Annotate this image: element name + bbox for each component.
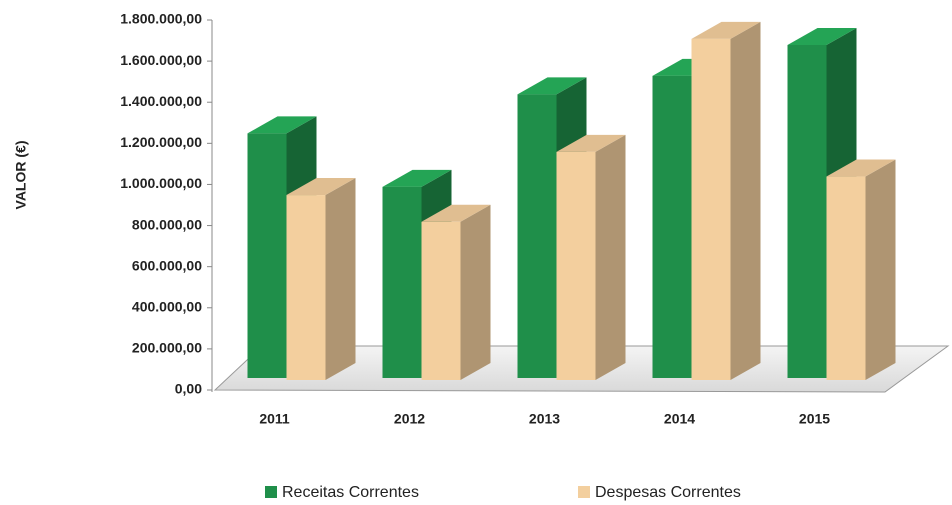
bar-top: [517, 77, 587, 95]
legend-text: Receitas Correntes: [282, 484, 419, 501]
y-tick-label: 400.000,00: [132, 298, 202, 314]
legend-swatch: [578, 486, 590, 498]
x-tick-label: 2014: [664, 411, 695, 427]
x-tick-label: 2013: [529, 411, 560, 427]
x-tick-label: 2015: [799, 411, 830, 427]
x-tick-label: 2011: [259, 411, 290, 427]
bar-top: [382, 169, 452, 187]
legend-text: Despesas Correntes: [595, 484, 741, 501]
y-tick-label: 1.600.000,00: [120, 52, 202, 68]
bar-top: [421, 204, 491, 222]
bar-top: [286, 178, 356, 196]
bar-front: [826, 176, 866, 380]
legend-swatch: [265, 486, 277, 498]
y-tick-label: 0,00: [175, 381, 202, 397]
bar-top: [556, 134, 626, 152]
bar: [286, 178, 356, 380]
bar: [826, 159, 896, 380]
bar: [421, 204, 491, 380]
y-tick-label: 800.000,00: [132, 216, 202, 232]
bar-front: [556, 151, 596, 380]
bar-top: [691, 21, 761, 39]
bar-top: [247, 116, 317, 134]
bar-front: [382, 186, 422, 378]
x-tick-label: 2012: [394, 411, 425, 427]
bar-front: [247, 133, 287, 378]
bar-side: [325, 178, 356, 380]
bar: [691, 21, 761, 380]
bar-front: [787, 45, 827, 378]
bar-top: [787, 28, 857, 45]
y-tick-label: 1.200.000,00: [120, 134, 202, 150]
bar-front: [286, 195, 326, 380]
y-tick-label: 200.000,00: [132, 340, 202, 356]
bars: [247, 21, 896, 380]
y-tick-label: 1.800.000,00: [120, 11, 202, 27]
y-tick-label: 600.000,00: [132, 257, 202, 273]
bar-side: [730, 21, 761, 380]
y-tick-label: 1.000.000,00: [120, 175, 202, 191]
bar-top: [826, 159, 896, 177]
bar-side: [865, 159, 896, 380]
y-axis-label: VALOR (€): [13, 141, 29, 210]
bar: [556, 134, 626, 380]
bar-front: [652, 75, 692, 378]
bar-front: [691, 38, 731, 380]
bar-side: [595, 134, 626, 380]
bar-front: [421, 221, 461, 380]
y-tick-label: 1.400.000,00: [120, 93, 202, 109]
bar-side: [460, 204, 491, 380]
bar-front: [517, 94, 557, 378]
